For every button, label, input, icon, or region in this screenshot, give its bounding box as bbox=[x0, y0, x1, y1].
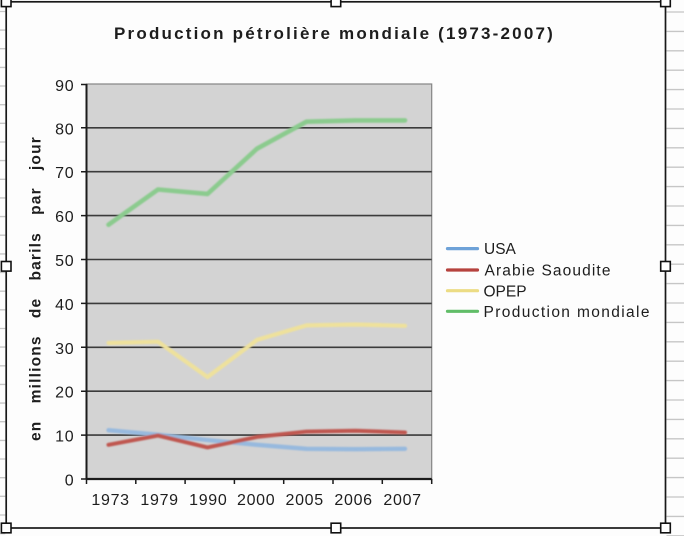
svg-text:30: 30 bbox=[55, 341, 74, 358]
svg-text:90: 90 bbox=[55, 78, 74, 95]
svg-text:2007: 2007 bbox=[383, 492, 421, 509]
svg-text:1990: 1990 bbox=[189, 492, 227, 509]
svg-text:40: 40 bbox=[55, 297, 74, 314]
svg-text:Arabie Saoudite: Arabie Saoudite bbox=[485, 263, 612, 280]
svg-text:0: 0 bbox=[65, 473, 75, 490]
svg-text:1979: 1979 bbox=[140, 492, 178, 509]
svg-text:20: 20 bbox=[55, 385, 74, 402]
svg-text:2006: 2006 bbox=[334, 492, 372, 509]
svg-text:50: 50 bbox=[55, 253, 74, 270]
svg-text:OPEP: OPEP bbox=[484, 283, 527, 300]
svg-text:2005: 2005 bbox=[285, 492, 323, 509]
svg-text:60: 60 bbox=[55, 209, 74, 226]
svg-text:80: 80 bbox=[55, 121, 74, 138]
svg-text:2000: 2000 bbox=[237, 492, 275, 509]
svg-text:Production mondiale: Production mondiale bbox=[484, 304, 651, 321]
svg-text:Production pétrolière mondiale: Production pétrolière mondiale (1973-200… bbox=[114, 24, 555, 43]
svg-text:USA: USA bbox=[484, 241, 517, 258]
svg-text:10: 10 bbox=[55, 429, 74, 446]
svg-text:en millions de barils par jour: en millions de barils par jour bbox=[28, 136, 45, 441]
svg-text:1973: 1973 bbox=[91, 492, 129, 509]
svg-text:70: 70 bbox=[55, 165, 74, 182]
